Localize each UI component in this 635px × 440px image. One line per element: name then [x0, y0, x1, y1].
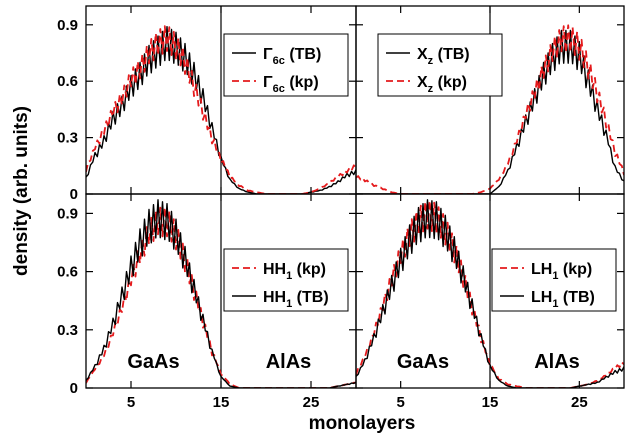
region-label-alas: AlAs: [534, 351, 580, 373]
legend: LH1 (kp) LH1 (TB): [491, 248, 617, 312]
region-label-gaas: GaAs: [127, 351, 179, 373]
legend-box: [491, 248, 617, 312]
legend-entry: Xz (TB): [417, 46, 470, 67]
legend-entry: Γ6c (TB): [263, 46, 321, 67]
legend-box: [223, 248, 349, 312]
legend-entry: Xz (kp): [417, 74, 467, 95]
y-tick-label: 0.6: [57, 73, 78, 90]
x-tick-label: 15: [213, 394, 230, 411]
series-line-kp: [86, 25, 356, 194]
region-label-gaas: GaAs: [397, 351, 449, 373]
series-line-kp: [356, 199, 624, 388]
y-tick-label: 0: [70, 186, 78, 203]
legend: HH1 (kp) HH1 (TB): [223, 248, 349, 312]
x-tick-label: 5: [396, 394, 404, 411]
y-tick-label: 0: [70, 380, 78, 397]
panel-top-left: 0 0.3 0.6 0.9 Γ6c (TB) Γ6c (kp): [57, 5, 357, 203]
x-tick-label: 5: [127, 394, 135, 411]
y-tick-label: 0.9: [57, 205, 78, 222]
legend-box: [223, 33, 349, 97]
panel-top-right: Xz (TB) Xz (kp): [355, 5, 625, 195]
series-line-tb: [356, 29, 624, 194]
chart-panels: 0 0.3 0.6 0.9 Γ6c (TB) Γ6c (kp) Xz (TB) Xz (kp)…: [57, 5, 625, 411]
x-tick-label: 15: [482, 394, 499, 411]
legend-entry: LH1 (TB): [531, 289, 595, 310]
legend: Xz (TB) Xz (kp): [377, 33, 503, 97]
y-tick-label: 0.3: [57, 322, 78, 339]
panel-bottom-left: 0 0.3 0.6 0.9 5 15 25 GaAs AlAs HH1 (kp) HH1 (TB): [57, 193, 357, 411]
legend-box: [377, 33, 503, 97]
legend-entry: Γ6c (kp): [263, 74, 319, 95]
y-axis-label: density (arb. units): [11, 106, 32, 276]
x-tick-label: 25: [571, 394, 588, 411]
x-tick-label: 25: [303, 394, 320, 411]
y-tick-label: 0.6: [57, 264, 78, 281]
region-label-alas: AlAs: [266, 351, 312, 373]
y-tick-label: 0.9: [57, 17, 78, 34]
legend-entry: HH1 (TB): [263, 289, 329, 310]
x-axis-label: monolayers: [309, 413, 416, 434]
series-line-tb: [86, 199, 356, 388]
legend: Γ6c (TB) Γ6c (kp): [223, 33, 349, 97]
y-tick-label: 0.3: [57, 130, 78, 147]
panel-bottom-right: 5 15 25 GaAs AlAs LH1 (kp) LH1 (TB): [355, 193, 625, 411]
legend-entry: LH1 (kp): [531, 261, 592, 282]
legend-entry: HH1 (kp): [263, 261, 326, 282]
